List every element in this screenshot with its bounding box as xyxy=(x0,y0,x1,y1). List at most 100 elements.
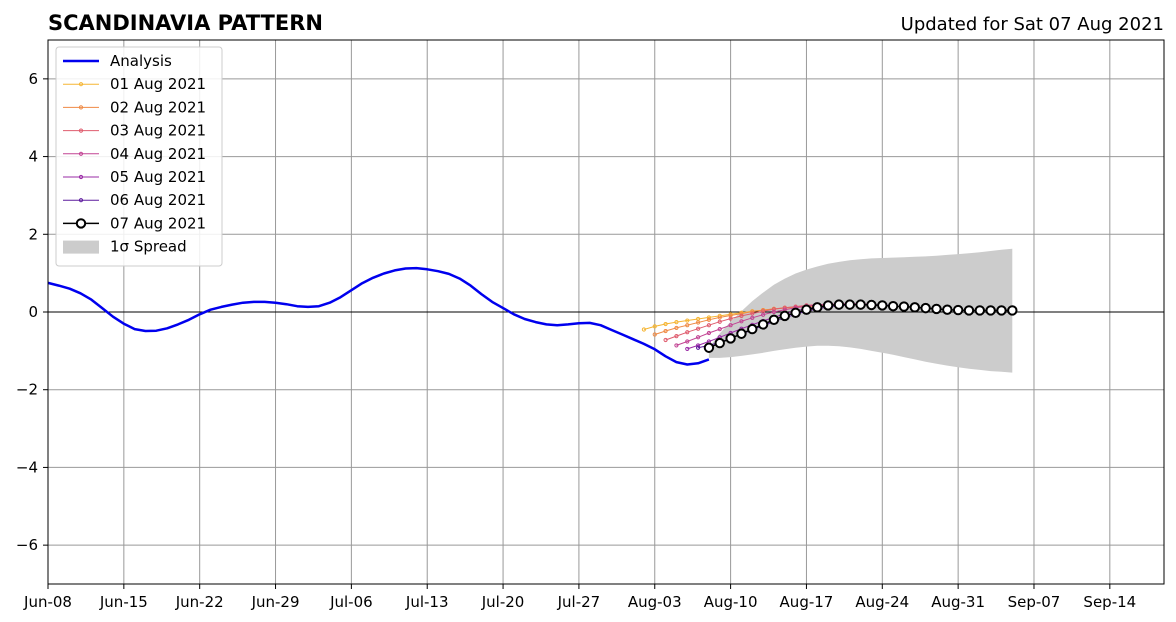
analysis-line xyxy=(47,266,710,366)
forecast-point xyxy=(717,315,722,320)
y-tick-label: −2 xyxy=(16,381,38,399)
forecast-point xyxy=(685,318,690,323)
y-tick-label: 2 xyxy=(28,225,38,243)
x-tick-label: Jun-29 xyxy=(251,593,300,611)
forecast-point xyxy=(695,343,701,348)
forecast-point xyxy=(833,299,845,310)
legend-label: 06 Aug 2021 xyxy=(110,191,206,209)
forecast-point xyxy=(674,343,679,348)
forecast-point xyxy=(685,346,690,352)
forecast-point xyxy=(652,332,657,337)
legend-label: 1σ Spread xyxy=(110,238,187,256)
forecast-point xyxy=(750,315,755,320)
forecast-point xyxy=(761,312,766,317)
forecast-point xyxy=(652,324,657,329)
forecast-point xyxy=(663,328,668,334)
legend-box xyxy=(55,46,223,267)
forecast-point xyxy=(942,304,953,315)
legend-marker xyxy=(78,82,84,87)
chart-subtitle: Updated for Sat 07 Aug 2021 xyxy=(901,14,1164,35)
legend-marker xyxy=(78,105,84,110)
forecast-point xyxy=(663,321,668,327)
forecast-point xyxy=(877,300,888,311)
forecast-point xyxy=(714,337,725,349)
forecast-point xyxy=(663,337,668,343)
forecast-point xyxy=(779,310,790,322)
x-tick-label: Jun-15 xyxy=(99,593,148,611)
forecast-point xyxy=(996,305,1007,316)
forecast-point xyxy=(706,323,712,328)
forecast-point xyxy=(898,301,910,312)
forecast-point xyxy=(717,319,722,324)
forecast-point xyxy=(728,323,733,328)
legend-label: 04 Aug 2021 xyxy=(110,145,206,163)
forecast-point xyxy=(801,304,812,315)
axis-layer: Jun-08 Jun-15 Jun-22 Jun-29 Jul-06 Jul-13 Jul-… xyxy=(16,70,1136,611)
forecast-point xyxy=(790,307,801,318)
forecast-point xyxy=(963,305,975,316)
x-tick-label: Jul-06 xyxy=(329,593,373,611)
forecast-point xyxy=(771,309,777,315)
forecast-point xyxy=(725,333,736,344)
forecast-point xyxy=(931,303,942,315)
x-tick-label: Jun-22 xyxy=(175,593,224,611)
legend-label: 03 Aug 2021 xyxy=(110,122,206,140)
legend-marker xyxy=(78,151,84,156)
legend-label: 02 Aug 2021 xyxy=(110,98,206,116)
forecast-point xyxy=(674,333,679,339)
y-tick-label: 0 xyxy=(28,303,38,321)
x-tick-label: Aug-31 xyxy=(931,593,985,611)
forecast-point xyxy=(812,302,823,313)
legend-marker xyxy=(78,174,84,180)
forecast-point xyxy=(717,326,722,332)
forecast-point xyxy=(855,299,866,310)
spread-layer xyxy=(708,248,1013,373)
legend-label: 01 Aug 2021 xyxy=(110,75,206,93)
legend-label: 05 Aug 2021 xyxy=(110,168,206,186)
x-tick-label: Aug-17 xyxy=(780,593,834,611)
x-tick-label: Aug-24 xyxy=(855,593,909,611)
forecast-point xyxy=(695,345,701,350)
forecast-point xyxy=(695,326,701,331)
plot-frame xyxy=(47,39,1165,585)
x-tick-label: Jul-13 xyxy=(405,593,449,611)
y-tick-label: −4 xyxy=(16,458,38,476)
forecast-point xyxy=(822,300,834,311)
forecast-point xyxy=(736,328,747,339)
forecast-point xyxy=(887,300,899,312)
forecast-point xyxy=(685,330,690,335)
forecast-point xyxy=(750,311,755,316)
forecast-point xyxy=(952,304,964,316)
forecast-point xyxy=(866,299,877,311)
x-tick-label: Jul-20 xyxy=(481,593,525,611)
series-layer xyxy=(47,266,1018,366)
legend-marker xyxy=(78,128,84,133)
x-tick-label: Jun-08 xyxy=(23,593,72,611)
forecast-point xyxy=(728,316,733,321)
forecast-point xyxy=(739,311,744,316)
x-tick-label: Sep-07 xyxy=(1008,593,1061,611)
legend-label: Analysis xyxy=(110,52,172,70)
x-tick-label: Sep-14 xyxy=(1083,593,1136,611)
forecast-point xyxy=(909,302,920,313)
forecast-point xyxy=(641,327,647,332)
forecast-point xyxy=(674,325,679,331)
forecast-point xyxy=(674,320,679,325)
y-tick-label: 6 xyxy=(28,70,38,88)
forecast-point xyxy=(739,313,744,318)
legend-marker xyxy=(78,198,84,203)
forecast-point xyxy=(685,323,690,328)
forecast-series xyxy=(703,299,1018,353)
x-tick-label: Aug-10 xyxy=(704,593,758,611)
legend-label: 07 Aug 2021 xyxy=(110,214,206,232)
forecast-point xyxy=(768,314,780,325)
forecast-point xyxy=(974,305,986,316)
x-tick-label: Aug-03 xyxy=(628,593,682,611)
forecast-point xyxy=(695,320,701,325)
forecast-point xyxy=(706,330,712,336)
forecast-point xyxy=(685,339,690,344)
forecast-point xyxy=(706,317,712,322)
y-tick-label: −6 xyxy=(16,536,38,554)
